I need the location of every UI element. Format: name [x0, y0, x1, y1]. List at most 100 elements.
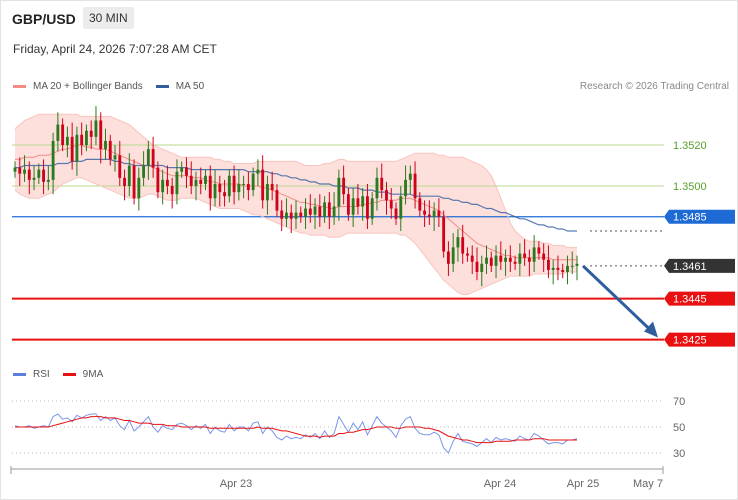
candle-body-77: [380, 177, 384, 191]
candle-body-22: [118, 155, 122, 178]
ma50-legend-swatch: [155, 85, 169, 88]
candle-body-101: [494, 255, 498, 266]
ma20-legend-label: MA 20 + Bollinger Bands: [33, 81, 143, 92]
candle-45: [227, 169, 231, 203]
candle-body-90: [442, 216, 446, 252]
candle-118: [575, 255, 579, 281]
candle-body-28: [146, 149, 150, 166]
candle-body-102: [499, 255, 503, 262]
candle-body-29: [151, 149, 155, 168]
price-level-tag-2: 1.3485: [664, 209, 735, 224]
candle-body-83: [408, 173, 412, 180]
candle-43: [218, 175, 222, 207]
candle-body-99: [485, 257, 488, 264]
candle-11: [65, 126, 69, 158]
candle-body-2: [23, 169, 26, 174]
candle-body-80: [394, 208, 398, 219]
x-tick-label-1: Apr 24: [484, 478, 516, 490]
rsi9ma-legend-swatch: [62, 373, 76, 376]
main-legend: MA 20 + Bollinger Bands MA 50: [13, 81, 204, 92]
candle-body-91: [446, 251, 450, 264]
candle-body-65: [323, 202, 327, 217]
candle-75: [370, 192, 374, 225]
candle-78: [385, 181, 388, 215]
candle-91: [446, 241, 450, 277]
candle-108: [527, 249, 531, 277]
candle-30: [156, 161, 160, 199]
ma50-legend-label: MA 50: [175, 81, 205, 92]
candle-54: [270, 171, 274, 201]
candle-body-15: [85, 130, 88, 146]
price-level-tag-bg-3: [664, 258, 735, 273]
candle-body-112: [546, 259, 550, 270]
candle-body-64: [318, 206, 322, 217]
candle-body-88: [432, 210, 436, 217]
price-level-label-0: 1.3520: [673, 140, 707, 152]
candle-12: [70, 122, 74, 170]
candle-24: [127, 153, 131, 197]
candle-106: [518, 243, 522, 277]
candle-56: [280, 200, 284, 232]
candle-body-36: [185, 167, 188, 176]
candle-body-100: [489, 257, 493, 266]
price-level-tag-5: 1.3425: [664, 332, 735, 347]
candle-body-13: [75, 134, 79, 162]
candle-50: [251, 167, 255, 197]
candle-70: [346, 188, 350, 221]
candle-34: [175, 159, 179, 205]
candle-body-115: [561, 269, 565, 272]
candle-82: [404, 165, 407, 205]
candle-10: [61, 118, 65, 152]
candle-42: [213, 169, 217, 207]
candle-28: [146, 140, 150, 180]
candle-88: [432, 202, 436, 232]
candle-0: [13, 161, 17, 178]
ma20-legend-swatch: [13, 85, 26, 88]
candle-8: [51, 132, 55, 195]
candle-92: [451, 233, 455, 272]
candle-body-12: [70, 136, 74, 162]
timeframe-badge[interactable]: 30 MIN: [83, 7, 134, 29]
instrument-name: GBP/USD: [12, 11, 76, 27]
candle-body-6: [42, 169, 46, 182]
candle-58: [289, 204, 293, 234]
candle-46: [232, 165, 236, 205]
candle-body-45: [227, 175, 231, 197]
candle-body-14: [80, 134, 84, 146]
candle-63: [313, 198, 317, 229]
candle-60: [299, 206, 303, 223]
rsi-legend-swatch: [13, 373, 26, 376]
candle-62: [308, 194, 312, 223]
candle-body-109: [532, 247, 536, 262]
candle-body-47: [237, 183, 241, 193]
candle-65: [323, 196, 327, 223]
rsi-tick-label-0: 70: [673, 396, 685, 408]
candle-body-7: [46, 179, 50, 182]
candle-29: [151, 136, 155, 178]
candle-body-17: [94, 120, 98, 137]
candle-84: [413, 161, 417, 209]
ma50-line: [15, 158, 577, 232]
candle-38: [194, 171, 198, 201]
price-level-tag-bg-5: [664, 332, 735, 347]
candle-body-73: [361, 196, 365, 207]
candle-112: [546, 245, 550, 279]
candle-body-96: [470, 255, 474, 262]
candle-body-116: [566, 265, 569, 272]
candle-110: [537, 241, 541, 260]
candle-4: [32, 165, 36, 191]
candle-body-20: [108, 140, 112, 160]
candle-body-35: [180, 167, 184, 172]
x-tick-label-3: May 7: [633, 478, 663, 490]
price-level-tag-bg-4: [664, 291, 735, 306]
candle-body-76: [375, 177, 379, 199]
candle-body-26: [137, 177, 141, 199]
candle-body-72: [356, 198, 360, 207]
candle-body-9: [56, 124, 60, 141]
candle-9: [56, 112, 60, 152]
candle-body-5: [37, 169, 41, 178]
candle-body-113: [551, 267, 555, 270]
rsi9ma-legend-label: 9MA: [82, 369, 104, 380]
candle-body-40: [204, 175, 207, 184]
